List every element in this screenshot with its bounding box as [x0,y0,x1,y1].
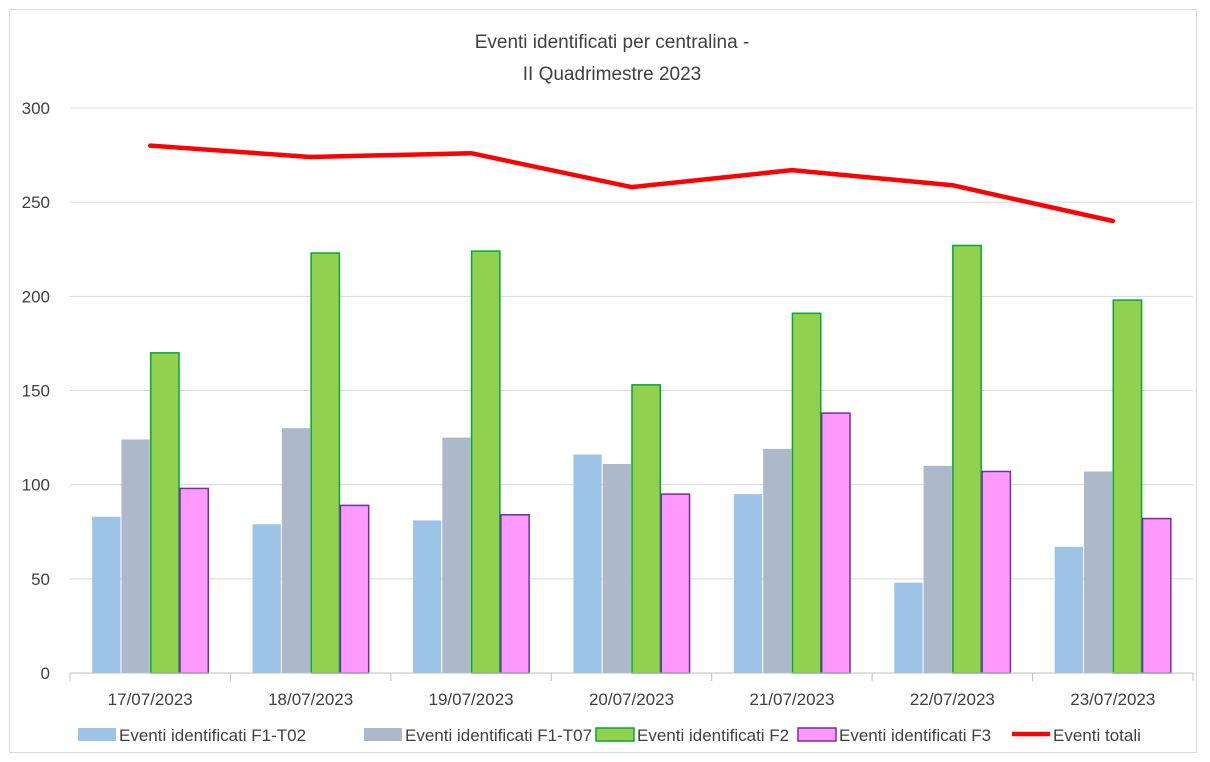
legend-label: Eventi identificati F3 [839,726,991,745]
line-eventi-totali [147,143,1116,224]
x-tick-label: 20/07/2023 [589,690,674,709]
bar-f3-4 [820,412,851,674]
bar-f1-t02-0 [92,516,121,673]
y-tick-label: 150 [22,382,50,401]
bar-f3-1 [339,504,370,674]
bar-f2-6 [1112,299,1143,674]
bar-f1-t07-0 [121,439,150,673]
bar-f1-t07-3 [602,463,631,673]
bar-f3-5 [981,470,1012,674]
bar-f2-0 [149,352,180,674]
bar-f1-t02-6 [1054,546,1084,673]
bar-f1-t02-5 [894,582,923,673]
legend-swatch [78,728,116,741]
bar-f1-t02-3 [573,454,602,673]
legend-swatch [595,727,635,742]
bar-f2-3 [631,384,662,674]
legend-swatch [797,727,837,742]
bar-f2-5 [952,244,982,674]
y-tick-label: 100 [22,476,50,495]
y-tick-label: 250 [22,193,50,212]
x-tick-label: 19/07/2023 [429,690,514,709]
y-tick-label: 300 [22,99,50,118]
line-series [147,143,1116,224]
x-tick-label: 21/07/2023 [749,690,834,709]
legend: Eventi identificati F1-T02 Eventi identif… [78,726,1141,745]
chart-title: Eventi identificati per centralina - [475,32,750,53]
bar-f2-1 [310,252,341,674]
bar-f3-0 [179,487,210,674]
bar-f1-t02-4 [733,494,763,673]
legend-label: Eventi totali [1053,726,1141,745]
bar-f3-3 [660,493,691,674]
x-tick-label: 17/07/2023 [108,690,193,709]
bar-series [92,244,1172,674]
bar-f1-t07-4 [763,448,792,673]
y-axis: 0 50 100 150 200 250 300 [22,99,50,683]
y-tick-label: 50 [31,570,50,589]
bar-f1-t07-1 [281,428,311,673]
bar-f1-t02-2 [413,520,442,673]
y-tick-label: 200 [22,287,50,306]
bar-f3-6 [1141,517,1172,674]
x-axis: 17/07/2023 18/07/2023 19/07/2023 20/07/2023… [69,672,1194,709]
x-tick-label: 22/07/2023 [910,690,995,709]
bar-f3-2 [500,514,530,674]
bar-f1-t07-2 [442,437,471,673]
y-tick-label: 0 [41,664,50,683]
legend-swatch [364,728,402,741]
bar-f1-t02-1 [252,524,281,673]
bar-f2-2 [470,250,501,674]
bar-f2-4 [791,312,822,674]
x-tick-label: 23/07/2023 [1070,690,1155,709]
x-tick-label: 18/07/2023 [268,690,353,709]
bar-f1-t07-6 [1084,471,1113,673]
legend-label: Eventi identificati F1-T02 [119,726,306,745]
legend-label: Eventi identificati F2 [637,726,789,745]
chart-subtitle: II Quadrimestre 2023 [523,64,701,85]
legend-label: Eventi identificati F1-T07 [405,726,592,745]
bar-f1-t07-5 [923,465,952,673]
